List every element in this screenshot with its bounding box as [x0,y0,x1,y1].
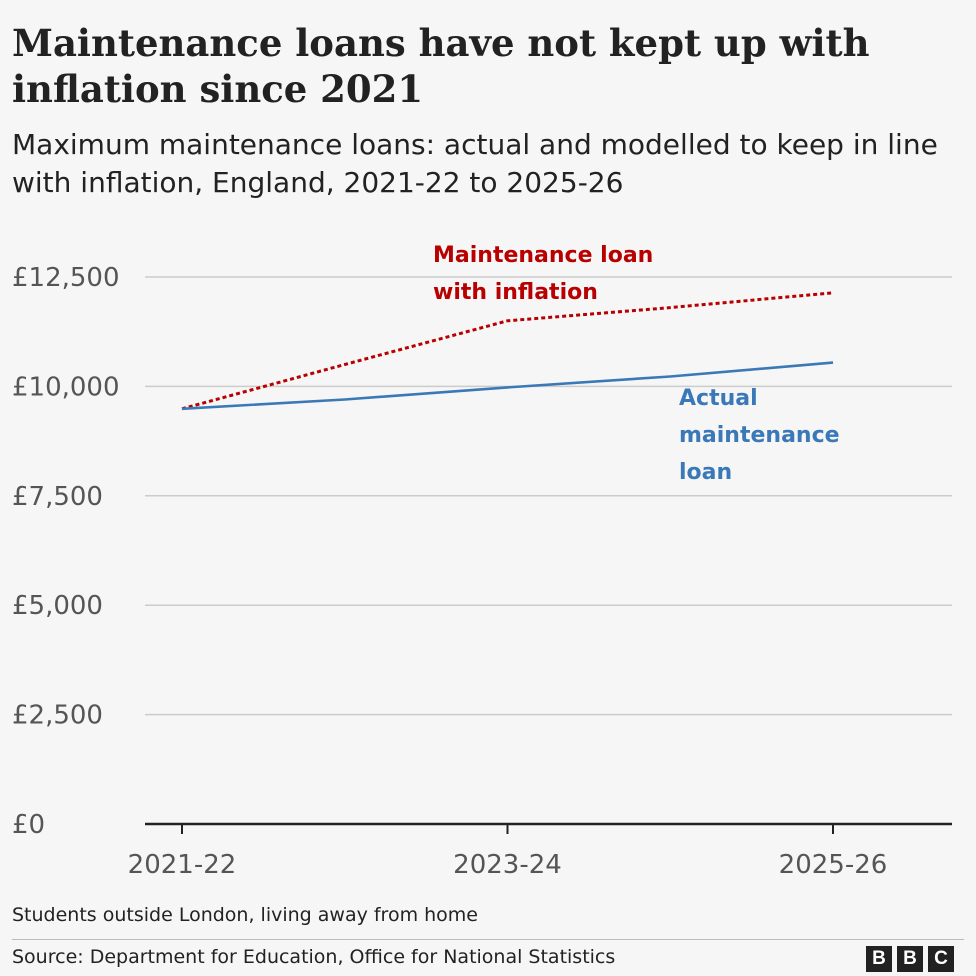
source-note: Source: Department for Education, Office… [12,946,616,968]
bbc-logo-letter: B [866,946,892,972]
series-label: Maintenance loan with inflation [433,243,653,305]
y-tick-label: £7,500 [12,482,103,512]
chart-subtitle: Maximum maintenance loans: actual and mo… [12,128,938,199]
x-tick-label: 2021-22 [128,850,237,880]
y-tick-label: £0 [12,810,45,840]
grid-lines [145,276,952,716]
footer-divider [12,939,964,940]
series-label-line: Actual [679,386,758,411]
series-label: Actual maintenance loan [679,386,840,485]
series-labels: Maintenance loan with inflation Actual main… [433,243,840,485]
series-label-line: loan [679,460,732,485]
y-tick-label: £2,500 [12,701,103,731]
footnote: Students outside London, living away fro… [12,904,478,926]
x-tick-label: 2023-24 [453,850,562,880]
series-line [181,291,834,411]
series-line [181,361,834,411]
line-chart: £0 £2,500 £5,000 £7,500 £10,000 £12,500 2021-… [12,243,952,880]
bbc-logo-letter: C [928,946,954,972]
series-label-line: Maintenance loan [433,243,653,268]
y-tick-label: £10,000 [12,372,120,402]
bbc-logo: B B C [866,946,954,972]
bbc-logo-letter: B [897,946,923,972]
x-axis: 2021-22 2023-24 2025-26 [128,822,952,880]
y-tick-label: £12,500 [12,263,120,293]
series-lines [181,291,834,411]
chart-title: Maintenance loans have not kept up with … [12,21,870,111]
y-axis-tick-labels: £0 £2,500 £5,000 £7,500 £10,000 £12,500 [12,263,120,840]
series-label-line: with inflation [433,280,598,305]
y-tick-label: £5,000 [12,591,103,621]
x-tick-label: 2025-26 [779,850,888,880]
series-label-line: maintenance [679,423,840,448]
